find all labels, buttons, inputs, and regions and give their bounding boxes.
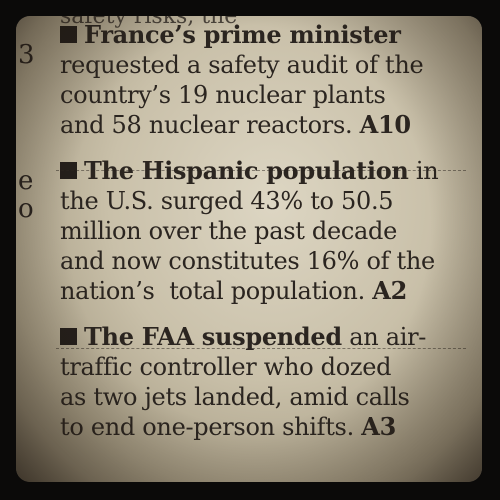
page-reference: A10	[359, 110, 411, 139]
margin-letter: 3	[18, 40, 35, 70]
news-item-hispanic: The Hispanic population in the U.S. surg…	[60, 156, 482, 306]
item-line: requested a safety audit of the	[60, 51, 424, 79]
item-line: traffic controller who dozed	[60, 353, 392, 381]
square-bullet-icon	[60, 26, 77, 43]
item-line: and now constitutes 16% of the	[60, 247, 435, 275]
page-reference: A3	[361, 412, 396, 441]
item-line: the U.S. surged 43% to 50.5	[60, 187, 394, 215]
item-divider	[56, 170, 466, 173]
adjacent-column-fragment: 3 e o	[16, 16, 40, 482]
square-bullet-icon	[60, 328, 77, 345]
item-lead: France’s prime minister	[84, 20, 401, 49]
item-line: nation’s total population.	[60, 277, 365, 305]
item-divider	[56, 348, 466, 351]
newspaper-photo: 3 e o safety risks, the France’s prime m…	[16, 16, 482, 482]
margin-letter: o	[18, 194, 34, 224]
item-line: as two jets landed, amid calls	[60, 383, 410, 411]
news-item-faa: The FAA suspended an air- traffic contro…	[60, 322, 482, 442]
item-lead: The FAA suspended	[84, 322, 342, 351]
item-line: to end one-person shifts.	[60, 413, 354, 441]
news-item-france: France’s prime minister requested a safe…	[60, 20, 482, 140]
page-reference: A2	[372, 276, 407, 305]
item-line: and 58 nuclear reactors.	[60, 111, 353, 139]
item-line: country’s 19 nuclear plants	[60, 81, 386, 109]
margin-letter: e	[18, 166, 34, 196]
news-briefs: France’s prime minister requested a safe…	[60, 16, 482, 442]
item-lead-tail: an air-	[341, 323, 427, 351]
item-line: million over the past decade	[60, 217, 397, 245]
